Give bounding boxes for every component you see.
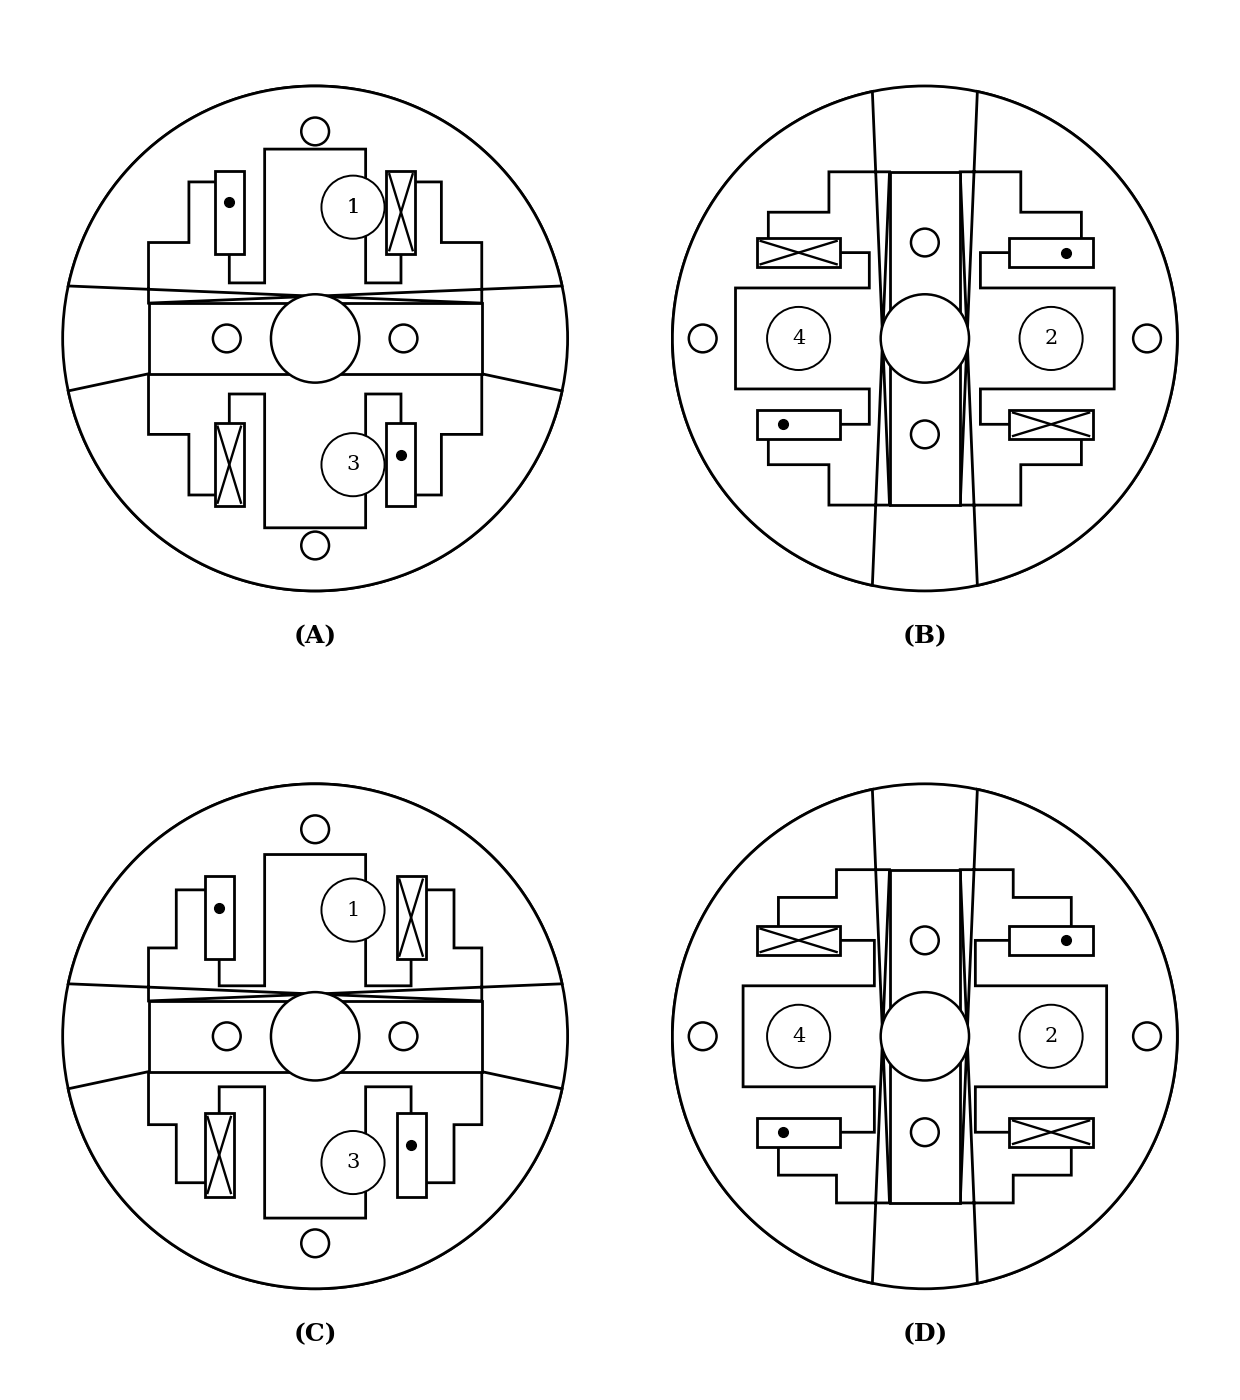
Circle shape bbox=[1133, 325, 1161, 353]
Text: 2: 2 bbox=[1044, 1026, 1058, 1046]
Circle shape bbox=[301, 815, 329, 843]
Circle shape bbox=[880, 993, 968, 1081]
Bar bbox=[1009, 925, 1092, 955]
Bar bbox=[397, 1113, 425, 1197]
Text: (D): (D) bbox=[903, 1322, 947, 1347]
Circle shape bbox=[911, 420, 939, 448]
Text: 1: 1 bbox=[346, 900, 360, 920]
Text: 2: 2 bbox=[1044, 329, 1058, 349]
Circle shape bbox=[63, 85, 568, 591]
Bar bbox=[205, 1113, 233, 1197]
Circle shape bbox=[301, 118, 329, 146]
Bar bbox=[387, 171, 415, 253]
Bar bbox=[387, 423, 415, 507]
Circle shape bbox=[272, 294, 360, 382]
Bar bbox=[1009, 1117, 1092, 1147]
Circle shape bbox=[768, 1005, 831, 1068]
Text: 4: 4 bbox=[792, 329, 805, 349]
Circle shape bbox=[688, 325, 717, 353]
Text: 1: 1 bbox=[346, 197, 360, 217]
Circle shape bbox=[321, 175, 384, 239]
Circle shape bbox=[301, 532, 329, 560]
Bar bbox=[1009, 410, 1092, 438]
Bar bbox=[1009, 238, 1092, 267]
Polygon shape bbox=[889, 172, 960, 505]
Polygon shape bbox=[149, 304, 482, 374]
Circle shape bbox=[63, 784, 568, 1289]
Circle shape bbox=[911, 228, 939, 256]
Circle shape bbox=[880, 294, 968, 382]
Circle shape bbox=[911, 1119, 939, 1147]
Polygon shape bbox=[960, 790, 1177, 1284]
Text: 3: 3 bbox=[346, 455, 360, 475]
Bar bbox=[756, 238, 841, 267]
Polygon shape bbox=[68, 85, 562, 304]
Text: (B): (B) bbox=[903, 624, 947, 648]
Circle shape bbox=[389, 325, 418, 353]
Circle shape bbox=[272, 993, 360, 1081]
Polygon shape bbox=[68, 374, 562, 591]
Circle shape bbox=[301, 1229, 329, 1257]
Bar bbox=[756, 1117, 841, 1147]
Bar bbox=[215, 171, 244, 253]
Circle shape bbox=[672, 784, 1177, 1289]
Circle shape bbox=[389, 1022, 418, 1050]
Circle shape bbox=[321, 433, 384, 496]
Bar bbox=[756, 925, 841, 955]
Polygon shape bbox=[672, 91, 889, 585]
Circle shape bbox=[911, 927, 939, 955]
Circle shape bbox=[768, 307, 831, 370]
Text: (C): (C) bbox=[294, 1322, 337, 1347]
Polygon shape bbox=[960, 91, 1177, 585]
Bar bbox=[215, 423, 244, 507]
Polygon shape bbox=[672, 790, 889, 1284]
Text: 3: 3 bbox=[346, 1154, 360, 1172]
Circle shape bbox=[213, 325, 241, 353]
Text: 4: 4 bbox=[792, 1026, 805, 1046]
Text: (A): (A) bbox=[294, 624, 337, 648]
Circle shape bbox=[1133, 1022, 1161, 1050]
Circle shape bbox=[1019, 307, 1083, 370]
Polygon shape bbox=[68, 784, 562, 1001]
Circle shape bbox=[321, 1131, 384, 1194]
Polygon shape bbox=[149, 1001, 482, 1071]
Text: 1: 1 bbox=[346, 197, 360, 217]
Bar bbox=[397, 876, 425, 959]
Bar bbox=[205, 876, 233, 959]
Polygon shape bbox=[889, 869, 960, 1203]
Circle shape bbox=[1019, 1005, 1083, 1068]
Circle shape bbox=[672, 85, 1177, 591]
Circle shape bbox=[321, 879, 384, 942]
Circle shape bbox=[688, 1022, 717, 1050]
Polygon shape bbox=[68, 1071, 562, 1289]
Circle shape bbox=[213, 1022, 241, 1050]
Bar bbox=[756, 410, 841, 438]
